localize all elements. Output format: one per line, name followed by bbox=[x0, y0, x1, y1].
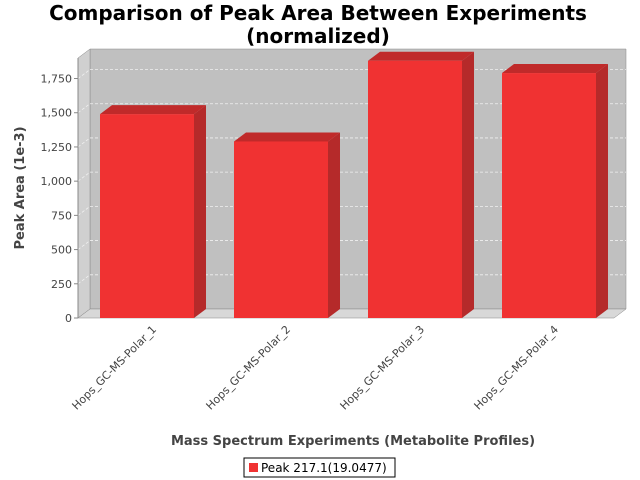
gridline-side bbox=[77, 103, 91, 114]
legend-swatch bbox=[249, 463, 258, 472]
chart-title: Comparison of Peak Area Between Experime… bbox=[49, 1, 587, 25]
bar-top bbox=[368, 51, 474, 61]
bar-top bbox=[502, 64, 608, 74]
y-axis-label: Peak Area (1e-3) bbox=[13, 126, 28, 249]
gridline-side bbox=[77, 137, 91, 148]
y-tick-label: 250 bbox=[51, 278, 72, 291]
y-tick-label: 1,000 bbox=[41, 175, 73, 188]
chart-subtitle: (normalized) bbox=[246, 24, 390, 48]
legend: Peak 217.1(19.0477) bbox=[243, 457, 396, 478]
legend-label: Peak 217.1(19.0477) bbox=[261, 461, 387, 475]
bar-top bbox=[100, 105, 206, 115]
y-tick-label: 500 bbox=[51, 244, 72, 257]
y-tick-label: 0 bbox=[65, 312, 72, 325]
gridline-side bbox=[77, 274, 91, 285]
gridline-side bbox=[77, 69, 91, 79]
bar bbox=[100, 105, 206, 319]
bars bbox=[100, 51, 608, 319]
x-tick-label: Hops_GC-MS-Polar_4 bbox=[472, 323, 562, 413]
x-axis-label: Mass Spectrum Experiments (Metabolite Pr… bbox=[171, 434, 535, 449]
bar-front bbox=[234, 141, 328, 318]
y-tick-label: 1,500 bbox=[41, 107, 73, 120]
x-tick-label: Hops_GC-MS-Polar_3 bbox=[338, 323, 428, 413]
x-tick-label: Hops_GC-MS-Polar_2 bbox=[204, 323, 294, 413]
x-tick-label: Hops_GC-MS-Polar_1 bbox=[70, 323, 160, 413]
bar-top bbox=[234, 132, 340, 142]
y-axis: 0 250 500 750 1,000 1,250 1,500 1,750 bbox=[41, 58, 79, 325]
bar-side bbox=[596, 64, 608, 318]
bar-front bbox=[502, 73, 596, 318]
y-tick-label: 1,250 bbox=[41, 141, 73, 154]
bar-side bbox=[328, 132, 340, 318]
bar-front bbox=[100, 114, 194, 319]
gridline-side bbox=[77, 240, 91, 250]
bar bbox=[368, 51, 474, 318]
gridline-side bbox=[77, 206, 91, 216]
bar-front bbox=[368, 60, 462, 318]
bar-side bbox=[194, 105, 206, 319]
bar-side bbox=[462, 51, 474, 318]
bar bbox=[502, 64, 608, 318]
plot-left-wall bbox=[77, 48, 91, 319]
x-axis: Hops_GC-MS-Polar_1 Hops_GC-MS-Polar_2 Hops… bbox=[70, 323, 562, 413]
bar bbox=[234, 132, 340, 318]
legend-box bbox=[243, 457, 396, 478]
gridline-side bbox=[77, 171, 91, 182]
y-tick-label: 1,750 bbox=[41, 73, 73, 86]
y-tick-label: 750 bbox=[51, 209, 72, 222]
